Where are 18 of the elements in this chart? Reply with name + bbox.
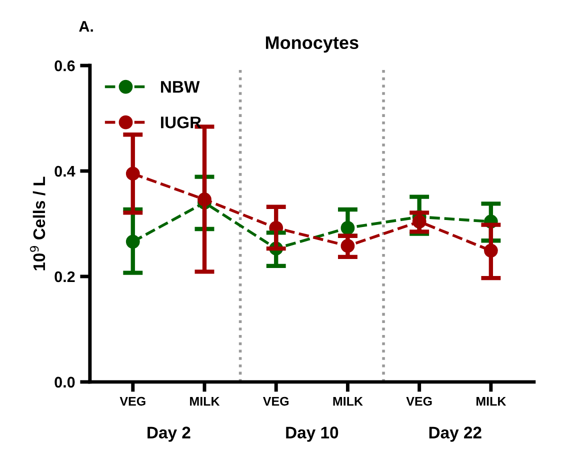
- text: A.: [79, 21, 93, 32]
- x-tick-label: VEG: [262, 396, 289, 406]
- x-tick-label: MILK: [333, 396, 363, 406]
- chart-title: Monocytes: [266, 36, 358, 53]
- text: Day 2: [148, 426, 190, 442]
- y-tick-label: 0.6: [54, 60, 75, 72]
- x-tick-label: VEG: [406, 396, 432, 406]
- x-tick-label: MILK: [476, 396, 506, 406]
- x-tick-label: VEG: [120, 396, 146, 406]
- text: Day 22: [429, 426, 482, 442]
- y-tick-label: 0.0: [54, 376, 75, 388]
- legend-label: NBW: [161, 81, 200, 93]
- y-tick-label: 0.4: [54, 166, 76, 177]
- x-tick-label: MILK: [190, 396, 220, 406]
- y-tick-label: 0.2: [54, 271, 75, 282]
- y-axis-title: 10$^{9}$ Cells / L: [30, 176, 46, 270]
- legend-label: IUGR: [161, 116, 202, 128]
- text: Day 10: [286, 426, 338, 442]
